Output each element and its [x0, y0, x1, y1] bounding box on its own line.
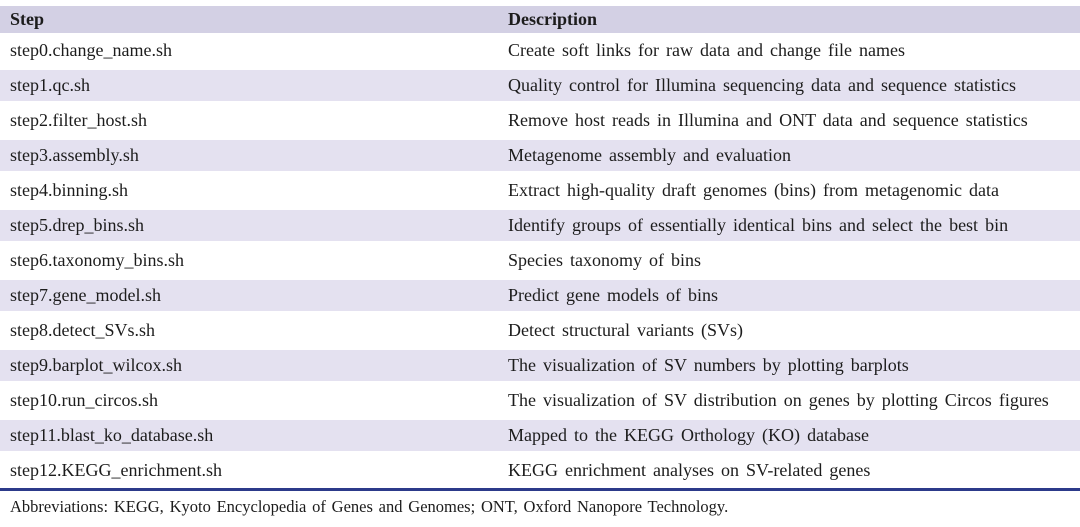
- step-cell: step6.taxonomy_bins.sh: [10, 250, 184, 270]
- description-cell: The visualization of SV distribution on …: [508, 390, 1049, 410]
- description-cell: Create soft links for raw data and chang…: [508, 40, 906, 60]
- step-cell: step8.detect_SVs.sh: [10, 320, 155, 340]
- table-row: step6.taxonomy_bins.sh Species taxonomy …: [0, 243, 1080, 278]
- column-header-step: Step: [10, 9, 45, 29]
- table-row: step8.detect_SVs.sh Detect structural va…: [0, 313, 1080, 348]
- description-cell: Mapped to the KEGG Orthology (KO) databa…: [508, 425, 870, 445]
- description-cell: Predict gene models of bins: [508, 285, 719, 305]
- table-row: step2.filter_host.sh Remove host reads i…: [0, 103, 1080, 138]
- step-cell: step10.run_circos.sh: [10, 390, 158, 410]
- description-cell: Species taxonomy of bins: [508, 250, 702, 270]
- abbreviations-footnote: Abbreviations: KEGG, Kyoto Encyclopedia …: [10, 497, 729, 516]
- description-cell: Identify groups of essentially identical…: [508, 215, 1009, 235]
- table-row: step4.binning.sh Extract high-quality dr…: [0, 173, 1080, 208]
- step-cell: step2.filter_host.sh: [10, 110, 147, 130]
- description-cell: KEGG enrichment analyses on SV-related g…: [508, 460, 871, 480]
- table-row: step3.assembly.sh Metagenome assembly an…: [0, 138, 1080, 173]
- table-row: step0.change_name.sh Create soft links f…: [0, 33, 1080, 68]
- description-cell: Quality control for Illumina sequencing …: [508, 75, 1017, 95]
- step-cell: step9.barplot_wilcox.sh: [10, 355, 182, 375]
- table-bottom-rule: [0, 488, 1080, 491]
- step-cell: step7.gene_model.sh: [10, 285, 161, 305]
- description-cell: Extract high-quality draft genomes (bins…: [508, 180, 999, 200]
- step-cell: step0.change_name.sh: [10, 40, 172, 60]
- step-cell: step12.KEGG_enrichment.sh: [10, 460, 222, 480]
- step-cell: step5.drep_bins.sh: [10, 215, 144, 235]
- table-row: step10.run_circos.sh The visualization o…: [0, 383, 1080, 418]
- description-cell: Detect structural variants (SVs): [508, 320, 743, 340]
- table-header-row: Step Description: [0, 6, 1080, 33]
- pipeline-steps-table: Step Description step0.change_name.sh Cr…: [0, 6, 1080, 488]
- table-row: step5.drep_bins.sh Identify groups of es…: [0, 208, 1080, 243]
- table-row: step12.KEGG_enrichment.sh KEGG enrichmen…: [0, 453, 1080, 488]
- description-cell: Metagenome assembly and evaluation: [508, 145, 791, 165]
- description-cell: The visualization of SV numbers by plott…: [508, 355, 909, 375]
- table-row: step9.barplot_wilcox.sh The visualizatio…: [0, 348, 1080, 383]
- step-cell: step3.assembly.sh: [10, 145, 139, 165]
- table-row: step1.qc.sh Quality control for Illumina…: [0, 68, 1080, 103]
- table-row: step7.gene_model.sh Predict gene models …: [0, 278, 1080, 313]
- table-row: step11.blast_ko_database.sh Mapped to th…: [0, 418, 1080, 453]
- step-cell: step11.blast_ko_database.sh: [10, 425, 214, 445]
- description-cell: Remove host reads in Illumina and ONT da…: [508, 110, 1028, 130]
- step-cell: step1.qc.sh: [10, 75, 90, 95]
- column-header-description: Description: [508, 9, 597, 29]
- step-cell: step4.binning.sh: [10, 180, 129, 200]
